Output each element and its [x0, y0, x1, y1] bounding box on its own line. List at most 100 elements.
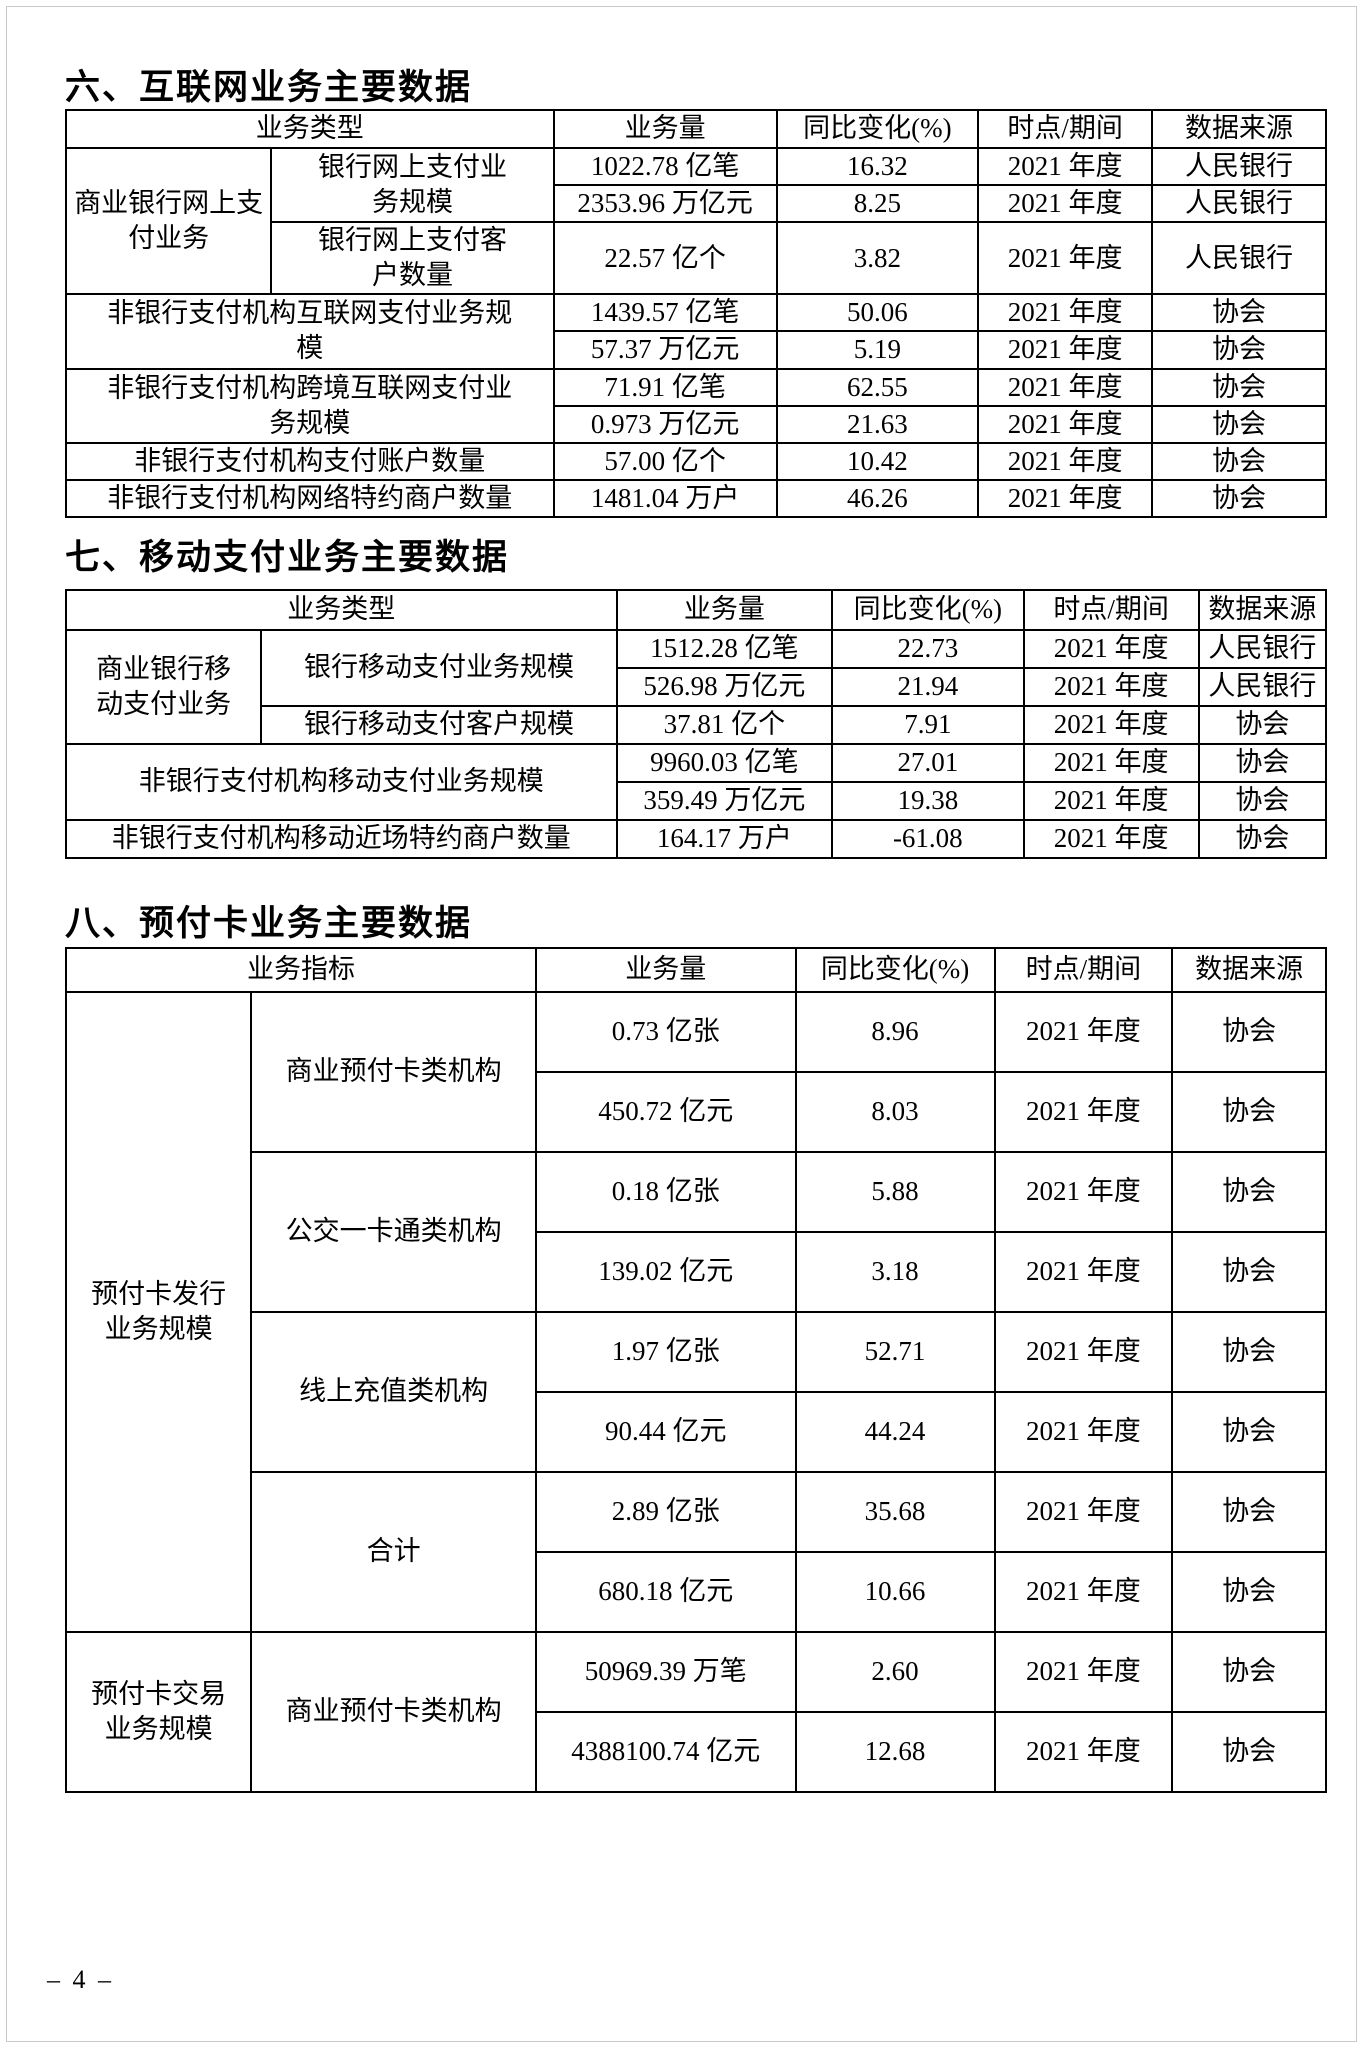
period-cell: 2021 年度: [977, 441, 1154, 481]
data-source-cell: 人民银行: [1151, 221, 1327, 296]
volume-cell: 450.72 亿元: [534, 1071, 797, 1153]
yoy-change-cell: 10.66: [794, 1551, 996, 1633]
header-volume: 业务量: [534, 947, 797, 993]
business-subtype-cell: 银行移动支付业务规模: [260, 629, 618, 707]
header-yoy-change: 同比变化(%): [794, 947, 996, 993]
data-source-cell: 协会: [1171, 1151, 1327, 1233]
period-cell: 2021 年度: [977, 146, 1154, 187]
yoy-change-cell: 5.19: [775, 330, 980, 370]
period-cell: 2021 年度: [1022, 705, 1200, 745]
yoy-change-cell: 8.03: [794, 1071, 996, 1153]
page-number: – 4 –: [47, 1965, 114, 1994]
business-subtype-cell: 公交一卡通类机构: [250, 1151, 537, 1313]
table-row: 合计 2.89 亿张 35.68 2021 年度 协会: [66, 1471, 1327, 1633]
volume-cell: 90.44 亿元: [534, 1391, 797, 1473]
header-volume: 业务量: [615, 589, 834, 631]
business-subtype-cell: 商业预付卡类机构: [250, 991, 537, 1153]
business-type-cell: 非银行支付机构移动近场特约商户数量: [65, 819, 618, 859]
volume-cell: 57.37 万亿元: [552, 330, 778, 370]
volume-cell: 4388100.74 亿元: [534, 1711, 797, 1793]
table-row: 非银行支付机构互联网支付业务规 模 1439.57 亿笔 50.06 2021 …: [65, 293, 1327, 370]
business-type-cell: 预付卡交易 业务规模: [64, 1631, 253, 1793]
business-type-cell: 商业银行网上支 付业务: [64, 146, 273, 296]
data-source-cell: 协会: [1151, 367, 1327, 407]
data-source-cell: 协会: [1151, 404, 1327, 444]
business-type-cell: 预付卡发行 业务规模: [64, 991, 253, 1633]
period-cell: 2021 年度: [993, 1471, 1174, 1553]
business-subtype-cell: 商业预付卡类机构: [250, 1631, 537, 1793]
volume-cell: 164.17 万户: [615, 819, 834, 859]
table-row: 非银行支付机构支付账户数量 57.00 亿个 10.42 2021 年度 协会: [65, 441, 1327, 481]
volume-cell: 71.91 亿笔: [552, 367, 778, 407]
data-source-cell: 人民银行: [1197, 629, 1328, 669]
mobile-data-table: 业务类型 业务量 同比变化(%) 时点/期间 数据来源 商业银行移 动支付业务 …: [64, 589, 1328, 859]
period-cell: 2021 年度: [993, 1711, 1174, 1793]
volume-cell: 22.57 亿个: [552, 221, 778, 296]
yoy-change-cell: 50.06: [775, 293, 980, 333]
volume-cell: 1.97 亿张: [534, 1311, 797, 1393]
data-source-cell: 协会: [1171, 1711, 1327, 1793]
data-source-cell: 人民银行: [1151, 184, 1327, 224]
business-subtype-cell: 线上充值类机构: [250, 1311, 537, 1473]
period-cell: 2021 年度: [977, 330, 1154, 370]
business-type-cell: 商业银行移 动支付业务: [64, 629, 263, 745]
table-row: 银行移动支付客户规模 37.81 亿个 7.91 2021 年度 协会: [66, 705, 1328, 745]
business-subtype-cell: 银行网上支付客 户数量: [270, 221, 555, 296]
yoy-change-cell: 10.42: [775, 441, 980, 481]
header-data-source: 数据来源: [1151, 109, 1327, 149]
table-row: 非银行支付机构网络特约商户数量 1481.04 万户 46.26 2021 年度…: [65, 478, 1327, 518]
period-cell: 2021 年度: [1022, 743, 1200, 783]
volume-cell: 1439.57 亿笔: [552, 293, 778, 333]
yoy-change-cell: 8.96: [794, 991, 996, 1073]
volume-cell: 139.02 亿元: [534, 1231, 797, 1313]
volume-cell: 1512.28 亿笔: [615, 629, 834, 669]
table-row: 0.973 万亿元 21.63 2021 年度 协会: [66, 404, 1327, 444]
data-source-cell: 协会: [1171, 1471, 1327, 1553]
header-business-indicator: 业务指标: [65, 947, 537, 993]
section-title-prepaid: 八、预付卡业务主要数据: [65, 904, 473, 944]
period-cell: 2021 年度: [1022, 629, 1200, 669]
period-cell: 2021 年度: [977, 404, 1154, 444]
table-row: 银行网上支付客 户数量 22.57 亿个 3.82 2021 年度 人民银行: [66, 221, 1327, 296]
period-cell: 2021 年度: [977, 367, 1154, 407]
table-row: 商业银行网上支 付业务 银行网上支付业 务规模 1022.78 亿笔 16.32…: [64, 146, 1327, 296]
yoy-change-cell: 7.91: [831, 705, 1025, 745]
table-row: 526.98 万亿元 21.94 2021 年度 人民银行: [66, 667, 1328, 707]
yoy-change-cell: 27.01: [831, 743, 1025, 783]
table-row: 预付卡发行 业务规模 商业预付卡类机构 0.73 亿张 8.96 2021 年度…: [64, 991, 1327, 1633]
period-cell: 2021 年度: [1022, 819, 1200, 859]
yoy-change-cell: 46.26: [775, 478, 980, 518]
header-period: 时点/期间: [993, 947, 1174, 993]
period-cell: 2021 年度: [993, 1231, 1174, 1313]
period-cell: 2021 年度: [977, 184, 1154, 224]
table-header-row: 业务指标 业务量 同比变化(%) 时点/期间 数据来源: [65, 947, 1327, 993]
header-yoy-change: 同比变化(%): [775, 109, 980, 149]
volume-cell: 526.98 万亿元: [615, 667, 834, 707]
period-cell: 2021 年度: [993, 1631, 1174, 1713]
business-subtype-cell: 合计: [250, 1471, 537, 1633]
data-source-cell: 协会: [1151, 478, 1327, 518]
page-content: 六、互联网业务主要数据 业务类型 业务量 同比变化(%) 时点/期间 数据来源 …: [64, 7, 1328, 2043]
period-cell: 2021 年度: [977, 478, 1154, 518]
table-header-row: 业务类型 业务量 同比变化(%) 时点/期间 数据来源: [65, 589, 1328, 631]
prepaid-data-table: 业务指标 业务量 同比变化(%) 时点/期间 数据来源 预付卡发行 业务规模 商…: [64, 947, 1327, 1793]
table-row: 非银行支付机构移动近场特约商户数量 164.17 万户 -61.08 2021 …: [65, 819, 1328, 859]
data-source-cell: 协会: [1151, 441, 1327, 481]
yoy-change-cell: 44.24: [794, 1391, 996, 1473]
data-source-cell: 协会: [1171, 1231, 1327, 1313]
business-type-cell: 非银行支付机构移动支付业务规模: [65, 743, 618, 821]
data-source-cell: 协会: [1197, 819, 1328, 859]
period-cell: 2021 年度: [1022, 781, 1200, 821]
table-row: 预付卡交易 业务规模 商业预付卡类机构 50969.39 万笔 2.60 202…: [64, 1631, 1327, 1793]
header-data-source: 数据来源: [1197, 589, 1328, 631]
header-business-type: 业务类型: [65, 109, 555, 149]
volume-cell: 2.89 亿张: [534, 1471, 797, 1553]
period-cell: 2021 年度: [993, 1551, 1174, 1633]
volume-cell: 680.18 亿元: [534, 1551, 797, 1633]
table-row: 2353.96 万亿元 8.25 2021 年度 人民银行: [66, 184, 1327, 224]
data-source-cell: 协会: [1151, 330, 1327, 370]
volume-cell: 1481.04 万户: [552, 478, 778, 518]
data-source-cell: 协会: [1171, 1311, 1327, 1393]
table-header-row: 业务类型 业务量 同比变化(%) 时点/期间 数据来源: [65, 109, 1327, 149]
data-source-cell: 协会: [1197, 781, 1328, 821]
